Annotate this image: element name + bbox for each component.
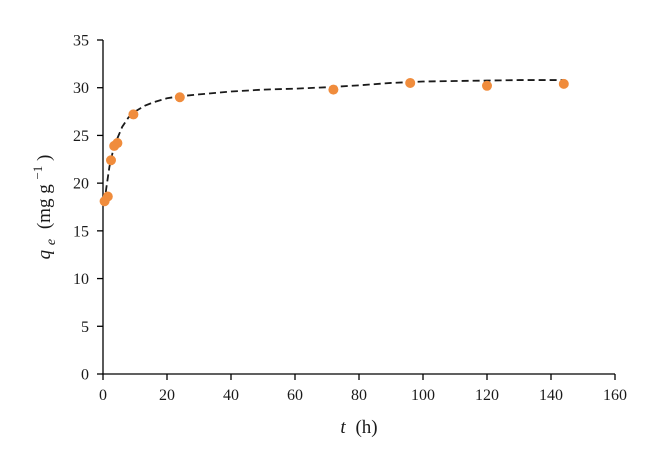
x-tick-label: 40	[223, 387, 239, 404]
x-tick-label: 120	[475, 387, 499, 404]
data-point	[112, 138, 123, 149]
data-point	[106, 155, 116, 166]
kinetic-fit-curve	[103, 79, 564, 204]
y-axis-unit-prefix: (mg g	[34, 184, 55, 229]
data-point	[328, 84, 339, 95]
data-point	[482, 80, 492, 91]
y-tick-label: 0	[81, 367, 89, 384]
y-axis-unit-suffix: )	[34, 155, 55, 161]
ticks: 0 20 40 60 80 100 120 140 160 0 5 10 15 20 25 30 35	[73, 33, 627, 405]
x-tick-label: 160	[603, 387, 627, 404]
x-tick-label: 80	[351, 387, 367, 404]
y-tick-label: 30	[73, 80, 89, 97]
data-point	[128, 109, 139, 120]
y-axis-subscript: e	[44, 239, 59, 245]
series	[99, 77, 569, 207]
axes	[102, 40, 615, 375]
data-point	[405, 77, 416, 88]
x-axis-title: t (h)	[340, 417, 377, 438]
y-tick-label: 20	[73, 176, 89, 193]
x-tick-label: 0	[99, 387, 107, 404]
y-tick-label: 10	[73, 271, 89, 288]
x-tick-label: 140	[539, 387, 563, 404]
y-axis-superscript: −1	[30, 166, 45, 180]
data-point	[558, 78, 569, 89]
y-tick-label: 35	[73, 33, 89, 50]
y-tick-label: 5	[81, 319, 89, 336]
data-point	[174, 92, 185, 103]
y-axis-title: q e (mg g −1 )	[26, 155, 60, 260]
y-axis-variable: q	[34, 249, 55, 259]
data-point	[102, 191, 113, 202]
x-tick-label: 20	[159, 387, 175, 404]
x-tick-label: 100	[411, 387, 435, 404]
x-axis-unit: (h)	[355, 417, 377, 438]
x-tick-label: 60	[287, 387, 303, 404]
x-axis-variable: t	[340, 417, 346, 438]
y-tick-label: 25	[73, 128, 89, 145]
y-tick-label: 15	[73, 223, 89, 240]
